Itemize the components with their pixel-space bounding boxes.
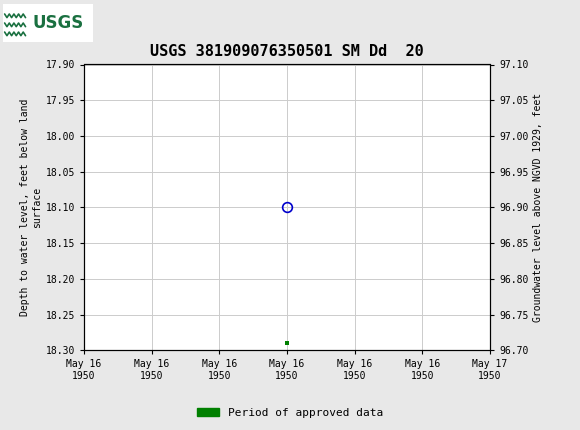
Text: USGS: USGS xyxy=(32,14,84,31)
FancyBboxPatch shape xyxy=(3,3,93,42)
Y-axis label: Depth to water level, feet below land
surface: Depth to water level, feet below land su… xyxy=(20,99,42,316)
Y-axis label: Groundwater level above NGVD 1929, feet: Groundwater level above NGVD 1929, feet xyxy=(532,93,543,322)
Title: USGS 381909076350501 SM Dd  20: USGS 381909076350501 SM Dd 20 xyxy=(150,44,424,59)
Legend: Period of approved data: Period of approved data xyxy=(193,403,387,422)
